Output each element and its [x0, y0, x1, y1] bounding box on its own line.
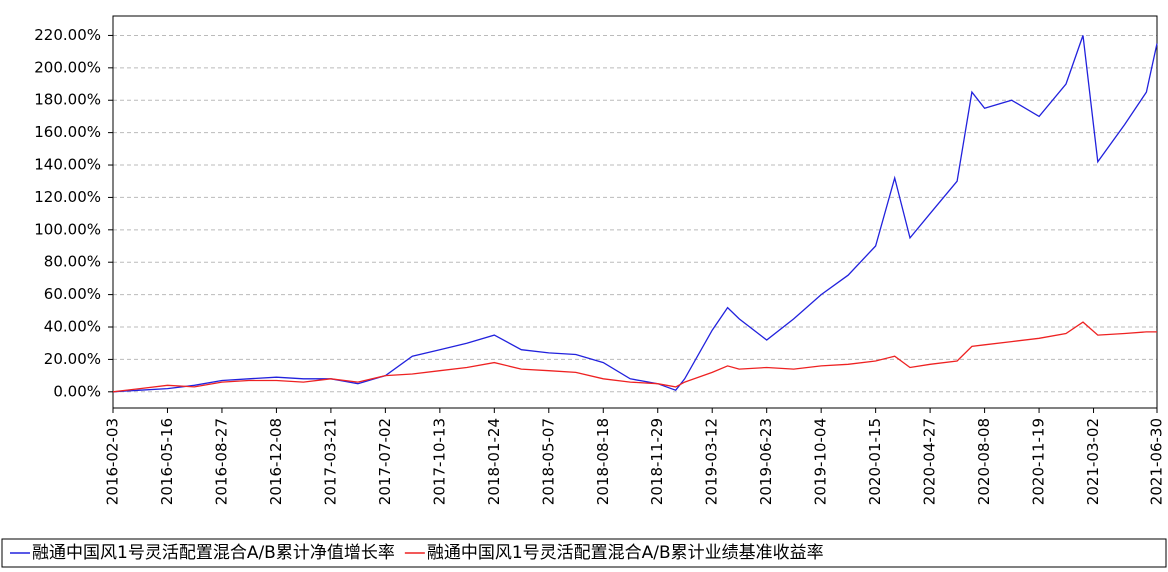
- x-tick-label: 2018-01-24: [485, 418, 503, 505]
- y-tick-label: 80.00%: [44, 253, 101, 271]
- x-tick-label: 2019-06-23: [757, 418, 775, 505]
- x-tick-label: 2020-04-27: [921, 418, 939, 505]
- x-tick-label: 2020-11-19: [1030, 418, 1048, 505]
- y-tick-label: 220.00%: [34, 26, 101, 44]
- x-tick-label: 2017-10-13: [430, 418, 448, 505]
- y-tick-label: 100.00%: [34, 220, 101, 238]
- plot-frame: [112, 15, 1158, 409]
- x-tick-label: 2018-05-07: [539, 418, 557, 505]
- y-tick-label: 180.00%: [34, 91, 101, 109]
- x-tick-label: 2021-06-30: [1148, 418, 1166, 505]
- y-tick-label: 60.00%: [44, 285, 101, 303]
- y-tick-label: 140.00%: [34, 156, 101, 174]
- x-tick-label: 2016-08-27: [212, 418, 230, 505]
- x-tick-label: 2020-08-08: [975, 418, 993, 505]
- x-tick-label: 2018-11-29: [648, 418, 666, 505]
- x-tick-label: 2016-02-03: [104, 418, 122, 505]
- x-tick-label: 2018-08-18: [594, 418, 612, 505]
- x-tick-label: 2017-07-02: [376, 418, 394, 505]
- series-line: [112, 35, 1158, 393]
- y-tick-label: 160.00%: [34, 123, 101, 141]
- x-tick-label: 2019-10-04: [812, 418, 830, 505]
- y-tick-label: 40.00%: [44, 318, 101, 336]
- x-tick-label: 2019-03-12: [703, 418, 721, 505]
- y-tick-label: 120.00%: [34, 188, 101, 206]
- series-line: [112, 321, 1157, 393]
- x-tick-label: 2020-01-15: [866, 418, 884, 505]
- y-tick-label: 20.00%: [44, 350, 101, 368]
- legend-box: [1, 538, 1167, 568]
- y-tick-label: 0.00%: [53, 382, 101, 400]
- x-tick-label: 2016-12-08: [267, 418, 285, 505]
- legend-label: 融通中国风1号灵活配置混合A/B累计净值增长率: [32, 543, 395, 563]
- x-tick-label: 2016-05-16: [158, 418, 176, 505]
- legend-label: 融通中国风1号灵活配置混合A/B累计业绩基准收益率: [427, 543, 824, 563]
- y-tick-label: 200.00%: [34, 58, 101, 76]
- x-tick-label: 2017-03-21: [321, 418, 339, 505]
- x-tick-label: 2021-03-02: [1084, 418, 1102, 505]
